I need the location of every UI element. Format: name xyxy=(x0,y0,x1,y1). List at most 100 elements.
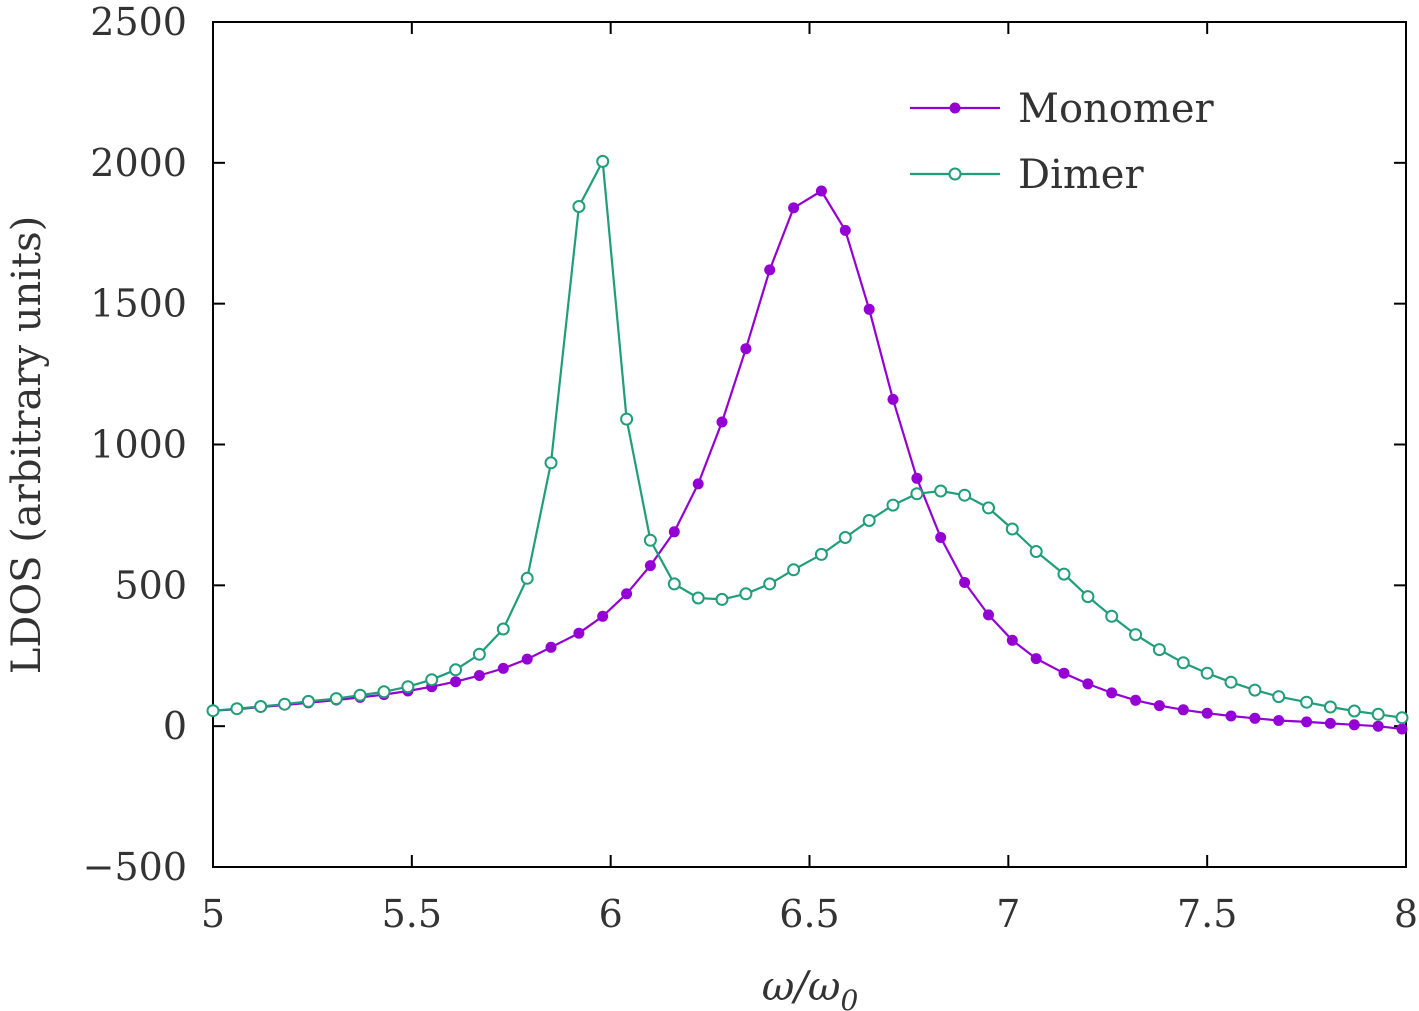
data-point-monomer xyxy=(1372,720,1384,732)
data-point-monomer xyxy=(1058,667,1070,679)
data-point-monomer xyxy=(764,264,776,276)
data-point-dimer xyxy=(425,673,439,687)
x-tick-label: 6.5 xyxy=(779,892,839,936)
data-point-monomer xyxy=(1030,653,1042,665)
data-point-dimer xyxy=(472,647,486,661)
data-point-monomer xyxy=(1301,716,1313,728)
data-point-monomer xyxy=(621,588,633,600)
x-tick-label: 7 xyxy=(996,892,1020,936)
data-point-monomer xyxy=(863,303,875,315)
data-point-monomer xyxy=(1273,715,1285,726)
data-point-dimer xyxy=(934,484,948,498)
data-point-dimer xyxy=(401,680,415,694)
data-point-monomer xyxy=(1106,687,1118,699)
y-axis-title: LDOS (arbitrary units) xyxy=(4,216,50,675)
x-tick-label: 8 xyxy=(1394,892,1418,936)
x-tick-label: 5.5 xyxy=(382,892,442,936)
tick-labels: 5 5.5 6 6.5 7 7.5 8 −500 0 500 1000 1500 2000 2500 xyxy=(83,0,1418,936)
series-monomer xyxy=(207,185,1408,735)
data-point-dimer xyxy=(377,685,391,699)
legend-marker-monomer xyxy=(949,102,961,114)
series-line-dimer xyxy=(212,160,1403,719)
y-tick-label: 1000 xyxy=(90,423,187,467)
data-point-monomer xyxy=(935,532,947,543)
data-point-dimer xyxy=(1272,690,1286,704)
x-axis-title-subscript: 0 xyxy=(840,984,858,1011)
data-point-dimer xyxy=(544,456,558,470)
y-tick-label: 2000 xyxy=(90,141,187,185)
data-point-dimer xyxy=(1347,704,1361,718)
data-point-monomer xyxy=(1348,719,1360,731)
data-point-dimer xyxy=(1029,545,1043,558)
data-point-dimer xyxy=(1300,695,1314,709)
data-point-monomer xyxy=(1201,707,1213,719)
x-tick-label: 7.5 xyxy=(1177,892,1237,936)
data-point-dimer xyxy=(691,591,705,605)
data-point-monomer xyxy=(573,627,585,639)
data-point-dimer xyxy=(1323,700,1337,714)
data-point-monomer xyxy=(1249,712,1261,724)
data-point-monomer xyxy=(1177,704,1189,716)
data-point-dimer xyxy=(1395,711,1409,725)
data-point-monomer xyxy=(545,641,557,653)
y-tick-label: 0 xyxy=(163,704,187,748)
data-point-dimer xyxy=(1057,567,1071,581)
data-point-monomer xyxy=(692,478,704,490)
data-point-dimer xyxy=(763,577,777,591)
data-point-monomer xyxy=(1082,678,1094,690)
y-tick-label: −500 xyxy=(83,845,187,889)
y-tick-label: 500 xyxy=(114,563,187,607)
data-point-dimer xyxy=(520,571,534,585)
data-point-monomer xyxy=(1130,694,1142,706)
data-point-dimer xyxy=(596,154,610,168)
series-line-monomer xyxy=(212,189,1403,731)
data-point-dimer xyxy=(787,563,801,577)
data-point-dimer xyxy=(1081,590,1095,604)
data-point-dimer xyxy=(862,514,876,527)
data-point-dimer xyxy=(620,412,634,426)
data-point-monomer xyxy=(887,393,899,405)
data-point-dimer xyxy=(838,531,852,544)
y-tick-label: 2500 xyxy=(90,0,187,44)
data-point-monomer xyxy=(473,670,485,681)
data-point-dimer xyxy=(715,592,729,606)
data-point-dimer xyxy=(886,498,900,512)
data-point-dimer xyxy=(1200,666,1214,680)
data-point-monomer xyxy=(644,560,656,572)
data-point-monomer xyxy=(959,577,971,588)
data-point-monomer xyxy=(1153,700,1165,712)
data-point-dimer xyxy=(329,692,343,706)
data-point-monomer xyxy=(1006,634,1018,646)
data-point-dimer xyxy=(449,663,463,677)
data-point-monomer xyxy=(497,662,509,674)
data-point-monomer xyxy=(815,185,827,197)
legend-label-dimer: Dimer xyxy=(1018,152,1144,198)
data-point-dimer xyxy=(254,700,268,713)
x-axis-title: ω/ω0 xyxy=(762,964,859,1011)
data-point-monomer xyxy=(839,224,851,236)
x-tick-label: 6 xyxy=(599,892,623,936)
data-point-dimer xyxy=(643,533,657,547)
data-point-dimer xyxy=(230,702,244,716)
data-point-dimer xyxy=(1152,643,1166,657)
series-layer xyxy=(206,154,1409,735)
axis-ticks xyxy=(212,21,1407,868)
data-point-dimer xyxy=(572,200,586,213)
legend-label-monomer: Monomer xyxy=(1018,86,1214,132)
data-point-dimer xyxy=(814,547,828,561)
data-point-monomer xyxy=(668,526,680,538)
data-point-monomer xyxy=(597,610,609,622)
x-axis-title-main: ω/ω xyxy=(762,964,841,1010)
series-dimer xyxy=(206,154,1409,725)
data-point-monomer xyxy=(788,202,800,214)
data-point-dimer xyxy=(496,622,510,636)
data-point-monomer xyxy=(450,676,462,688)
data-point-dimer xyxy=(1105,609,1119,623)
data-point-dimer xyxy=(982,501,995,515)
data-point-monomer xyxy=(521,653,533,665)
data-point-dimer xyxy=(910,487,924,501)
data-point-monomer xyxy=(1225,710,1237,722)
data-point-monomer xyxy=(983,609,994,621)
data-point-dimer xyxy=(1371,707,1385,721)
